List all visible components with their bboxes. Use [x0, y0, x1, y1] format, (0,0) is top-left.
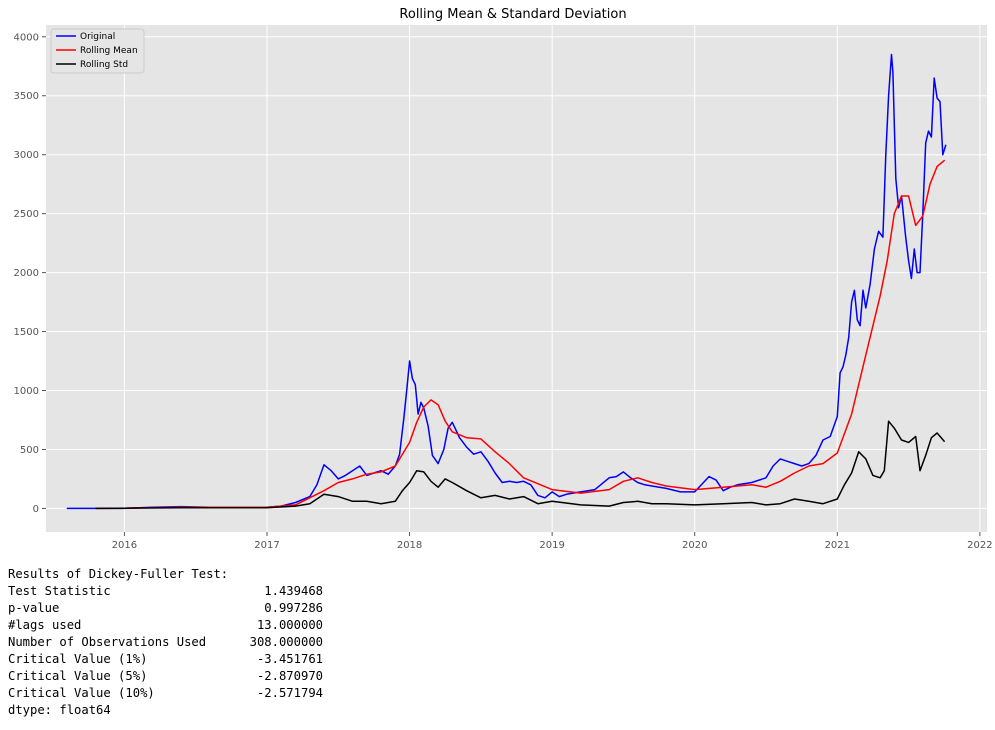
- x-tick-label: 2016: [112, 540, 137, 551]
- adf-value: -2.571794: [256, 686, 323, 700]
- adf-row: p-value 0.997286: [8, 600, 323, 617]
- legend: Original Rolling Mean Rolling Std: [50, 28, 145, 74]
- dickey-fuller-results: Results of Dickey-Fuller Test: Test Stati…: [8, 566, 323, 719]
- adf-row: Number of Observations Used 308.000000: [8, 634, 323, 651]
- series-lines: [66, 53, 947, 510]
- adf-row: #lags used 13.000000: [8, 617, 323, 634]
- legend-box: [50, 28, 145, 74]
- y-tick-label: 500: [20, 445, 39, 456]
- x-tick-label: 2020: [682, 540, 707, 551]
- adf-value: 308.000000: [249, 635, 323, 649]
- adf-row: Critical Value (1%) -3.451761: [8, 651, 323, 668]
- y-tick-label: 1000: [14, 386, 39, 397]
- adf-label: Critical Value (5%): [8, 669, 148, 683]
- adf-heading: Results of Dickey-Fuller Test:: [8, 567, 229, 581]
- adf-label: Critical Value (1%): [8, 652, 148, 666]
- adf-value: 0.997286: [264, 601, 323, 615]
- y-tick-label: 2000: [14, 268, 39, 279]
- x-axis: 2016 2017 2018 2019 2020 2021 2022: [112, 532, 993, 551]
- legend-label-original: Original: [80, 32, 115, 42]
- adf-label: Test Statistic: [8, 584, 111, 598]
- legend-label-rolling-mean: Rolling Mean: [80, 46, 138, 56]
- plot-area: [46, 25, 987, 532]
- series-line-rolling-mean: [95, 159, 945, 510]
- x-tick-label: 2018: [397, 540, 422, 551]
- adf-value: -2.870970: [256, 669, 323, 683]
- chart-title: Rolling Mean & Standard Deviation: [399, 7, 626, 22]
- y-tick-label: 0: [33, 504, 39, 515]
- adf-value: -3.451761: [256, 652, 323, 666]
- x-tick-label: 2022: [967, 540, 992, 551]
- x-tick-label: 2019: [539, 540, 564, 551]
- y-tick-label: 1500: [14, 327, 39, 338]
- x-tick-label: 2021: [825, 540, 850, 551]
- adf-label: Critical Value (10%): [8, 686, 155, 700]
- adf-value: 13.000000: [256, 618, 323, 632]
- adf-label: p-value: [8, 601, 60, 615]
- y-tick-label: 4000: [14, 32, 39, 43]
- x-tick-label: 2017: [254, 540, 279, 551]
- legend-label-rolling-std: Rolling Std: [80, 60, 128, 70]
- y-tick-label: 3000: [14, 150, 39, 161]
- adf-row: Critical Value (5%) -2.870970: [8, 668, 323, 685]
- y-tick-label: 2500: [14, 209, 39, 220]
- rolling-stats-chart: Rolling Mean & Standard Deviation 2016 20…: [14, 7, 993, 551]
- adf-table: Test Statistic 1.439468 p-value 0.997286 #la…: [8, 583, 323, 702]
- adf-dtype: dtype: float64: [8, 703, 111, 717]
- y-tick-label: 3500: [14, 91, 39, 102]
- series-line-rolling-std: [95, 420, 945, 510]
- series-line-original: [66, 53, 947, 510]
- adf-label: Number of Observations Used: [8, 635, 207, 649]
- y-axis: 0 500 1000 1500 2000 2500 3000 3500 4000: [14, 32, 46, 515]
- adf-label: #lags used: [8, 618, 82, 632]
- adf-row: Critical Value (10%) -2.571794: [8, 685, 323, 702]
- adf-value: 1.439468: [264, 584, 323, 598]
- grid-lines: [46, 25, 987, 532]
- adf-row: Test Statistic 1.439468: [8, 583, 323, 600]
